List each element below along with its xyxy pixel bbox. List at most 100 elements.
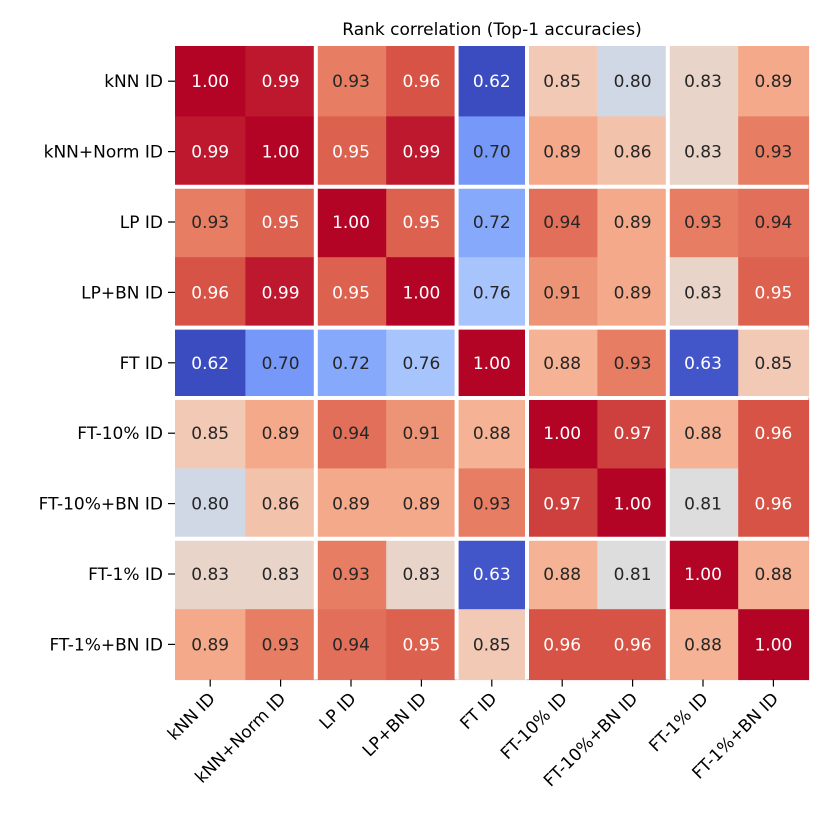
heatmap-value-r6-c6: 1.00 — [614, 495, 652, 515]
heatmap-value-r0-c6: 0.80 — [614, 72, 652, 92]
heatmap-value-r6-c0: 0.80 — [191, 495, 229, 515]
heatmap-value-r7-c2: 0.93 — [332, 565, 370, 585]
heatmap-value-r8-c1: 0.93 — [262, 635, 300, 655]
heatmap-cell-r1-c4 — [456, 116, 528, 188]
heatmap-cell-r2-c7 — [667, 186, 739, 258]
heatmap-cell-r8-c7 — [667, 609, 739, 681]
heatmap-cell-r3-c1 — [245, 257, 317, 329]
heatmap-value-r2-c1: 0.95 — [262, 213, 300, 233]
heatmap-value-r1-c1: 1.00 — [262, 143, 300, 163]
heatmap-cell-r0-c4 — [456, 46, 528, 117]
y-tick-label-3: LP+BN ID — [81, 283, 163, 303]
x-tick-label-7: FT-1% ID — [645, 689, 712, 756]
heatmap-value-r4-c0: 0.62 — [191, 354, 229, 374]
heatmap-value-r5-c3: 0.91 — [402, 424, 440, 444]
y-tick-label-6: FT-10%+BN ID — [39, 495, 163, 515]
heatmap-value-r3-c2: 0.95 — [332, 283, 370, 303]
heatmap-cell-r8-c5 — [527, 609, 598, 681]
heatmap-cell-r5-c8 — [738, 398, 810, 469]
heatmap-value-r8-c5: 0.96 — [543, 635, 581, 655]
heatmap-value-r1-c6: 0.86 — [614, 143, 652, 163]
heatmap-value-r5-c4: 0.88 — [473, 424, 511, 444]
heatmap-value-r0-c5: 0.85 — [543, 72, 581, 92]
heatmap-value-r1-c8: 0.93 — [754, 143, 792, 163]
heatmap-cell-r6-c8 — [738, 468, 810, 540]
heatmap-cell-r2-c8 — [738, 186, 810, 258]
heatmap-cell-r2-c6 — [597, 186, 669, 258]
heatmap-value-r7-c6: 0.81 — [614, 565, 652, 585]
heatmap-value-r8-c0: 0.89 — [191, 635, 229, 655]
heatmap-cell-r4-c0 — [175, 327, 246, 399]
heatmap-value-r8-c3: 0.95 — [402, 635, 440, 655]
heatmap-value-r4-c4: 1.00 — [473, 354, 511, 374]
heatmap-value-r6-c3: 0.89 — [402, 495, 440, 515]
heatmap-cell-r2-c3 — [386, 186, 458, 258]
heatmap-value-r2-c6: 0.89 — [614, 213, 652, 233]
heatmap-cell-r2-c4 — [456, 186, 528, 258]
heatmap-cell-r0-c1 — [245, 46, 317, 117]
heatmap-cell-r8-c3 — [386, 609, 458, 681]
heatmap-value-r6-c7: 0.81 — [684, 495, 722, 515]
heatmap-value-r4-c3: 0.76 — [402, 354, 440, 374]
heatmap-value-r1-c0: 0.99 — [191, 143, 229, 163]
heatmap-cell-r7-c8 — [738, 538, 810, 610]
heatmap-cell-r7-c7 — [667, 538, 739, 610]
heatmap-value-r3-c1: 0.99 — [262, 283, 300, 303]
heatmap-value-r3-c3: 1.00 — [402, 283, 440, 303]
heatmap-value-r8-c4: 0.85 — [473, 635, 511, 655]
heatmap-value-r4-c1: 0.70 — [262, 354, 300, 374]
heatmap-value-r4-c8: 0.85 — [754, 354, 792, 374]
heatmap-cell-r2-c5 — [527, 186, 598, 258]
heatmap-value-r5-c2: 0.94 — [332, 424, 370, 444]
heatmap-cell-r1-c1 — [245, 116, 317, 188]
heatmap-value-r0-c3: 0.96 — [402, 72, 440, 92]
heatmap-cell-r1-c0 — [175, 116, 246, 188]
heatmap-cell-r5-c2 — [315, 398, 387, 469]
heatmap-cell-r6-c4 — [456, 468, 528, 540]
heatmap-value-r8-c2: 0.94 — [332, 635, 370, 655]
heatmap-value-r8-c6: 0.96 — [614, 635, 652, 655]
heatmap-value-r0-c0: 1.00 — [191, 72, 229, 92]
heatmap-value-r2-c3: 0.95 — [402, 213, 440, 233]
heatmap-cell-r4-c4 — [456, 327, 528, 399]
y-tick-label-0: kNN ID — [104, 72, 163, 92]
x-tick-label-2: LP ID — [316, 689, 361, 734]
heatmap-value-r5-c1: 0.89 — [262, 424, 300, 444]
heatmap-cell-r0-c2 — [315, 46, 387, 117]
heatmap-cell-r6-c2 — [315, 468, 387, 540]
y-tick-label-8: FT-1%+BN ID — [49, 635, 163, 655]
heatmap-value-r6-c4: 0.93 — [473, 495, 511, 515]
x-tick-label-0: kNN ID — [164, 689, 220, 745]
heatmap-cell-r0-c5 — [527, 46, 598, 117]
heatmap-cell-r3-c4 — [456, 257, 528, 329]
heatmap-cell-r4-c8 — [738, 327, 810, 399]
heatmap-value-r2-c8: 0.94 — [754, 213, 792, 233]
heatmap-cell-r6-c0 — [175, 468, 246, 540]
heatmap-cell-r8-c2 — [315, 609, 387, 681]
heatmap-value-r7-c1: 0.83 — [262, 565, 300, 585]
y-tick-label-2: LP ID — [120, 213, 163, 233]
y-axis: kNN ID kNN+Norm ID LP ID LP+BN ID FT ID FT-10… — [39, 72, 175, 655]
heatmap-cell-r8-c4 — [456, 609, 528, 681]
heatmap-cell-r7-c3 — [386, 538, 458, 610]
y-tick-label-7: FT-1% ID — [88, 565, 163, 585]
heatmap-value-r4-c5: 0.88 — [543, 354, 581, 374]
heatmap-cells: 1.00 0.99 0.93 0.96 0.62 0.85 0.80 0.83 0.89 0.99… — [175, 46, 810, 681]
heatmap-cell-r7-c2 — [315, 538, 387, 610]
heatmap-value-r8-c8: 1.00 — [754, 635, 792, 655]
heatmap-value-r3-c0: 0.96 — [191, 283, 229, 303]
heatmap-cell-r2-c1 — [245, 186, 317, 258]
heatmap-value-r4-c7: 0.63 — [684, 354, 722, 374]
heatmap-cell-r5-c3 — [386, 398, 458, 469]
heatmap-cell-r3-c7 — [667, 257, 739, 329]
heatmap-value-r0-c4: 0.62 — [473, 72, 511, 92]
heatmap-cell-r1-c6 — [597, 116, 669, 188]
heatmap-value-r1-c3: 0.99 — [402, 143, 440, 163]
heatmap-value-r3-c8: 0.95 — [754, 283, 792, 303]
heatmap-cell-r8-c8 — [738, 609, 810, 681]
heatmap-cell-r7-c6 — [597, 538, 669, 610]
heatmap-cell-r7-c0 — [175, 538, 246, 610]
heatmap-value-r6-c1: 0.86 — [262, 495, 300, 515]
heatmap-cell-r7-c5 — [527, 538, 598, 610]
heatmap-cell-r5-c0 — [175, 398, 246, 469]
